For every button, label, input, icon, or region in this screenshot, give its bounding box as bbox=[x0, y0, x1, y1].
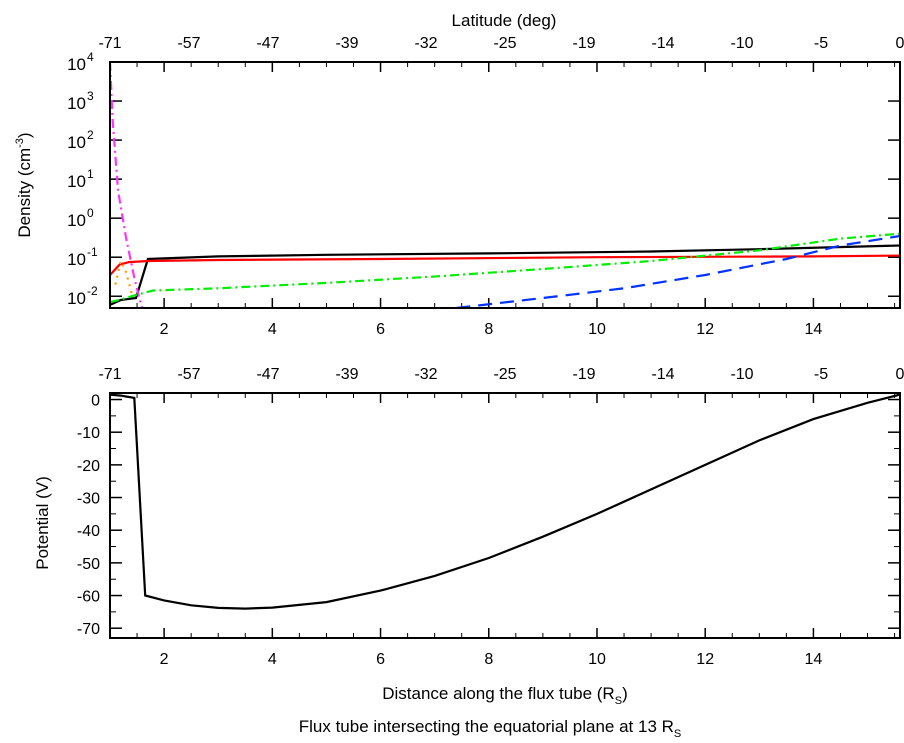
y-tick-label-exponent: 4 bbox=[87, 50, 94, 64]
potential-latitude-tick-labels: -71 -57 -47 -39 -32 -25 -19 -14 -10 -5 0 bbox=[98, 366, 904, 383]
latitude-tick-label: -19 bbox=[572, 35, 595, 52]
distance-axis-title-text: Distance along the flux tube (R bbox=[382, 684, 614, 703]
x-tick-label: 8 bbox=[484, 651, 493, 668]
density-series-lines bbox=[110, 62, 900, 308]
density-plot-frame bbox=[109, 61, 901, 309]
latitude-tick-label: -32 bbox=[414, 35, 437, 52]
latitude-tick-label: 0 bbox=[896, 366, 904, 383]
y-tick-label: -70 bbox=[77, 621, 100, 638]
latitude-tick-label: -39 bbox=[335, 366, 358, 383]
latitude-tick-label: -57 bbox=[177, 35, 200, 52]
y-tick-label: -50 bbox=[77, 556, 100, 573]
y-tick-label: 0 bbox=[91, 393, 100, 410]
latitude-tick-label: -19 bbox=[572, 366, 595, 383]
distance-axis-title-close: ) bbox=[622, 684, 628, 703]
potential-panel: -71 -57 -47 -39 -32 -25 -19 -14 -10 -5 0 0-10-20-3… bbox=[33, 366, 904, 740]
density-axis-title-close: ) bbox=[15, 132, 34, 138]
latitude-tick-label: -39 bbox=[335, 35, 358, 52]
x-tick-label: 14 bbox=[805, 321, 823, 338]
y-tick-label: 10 bbox=[67, 250, 86, 269]
latitude-tick-label: -25 bbox=[493, 35, 516, 52]
latitude-tick-label: -5 bbox=[814, 366, 828, 383]
series-line-0 bbox=[110, 393, 900, 610]
x-tick-label: 12 bbox=[696, 321, 714, 338]
x-tick-label: 6 bbox=[376, 321, 385, 338]
y-tick-label: -60 bbox=[77, 589, 100, 606]
y-tick-label-exponent: 2 bbox=[87, 128, 94, 142]
y-tick-label: 10 bbox=[67, 172, 86, 191]
y-tick-label-exponent: -2 bbox=[87, 284, 98, 298]
y-tick-label-base: 10 bbox=[67, 211, 86, 230]
potential-axis-ticks bbox=[110, 393, 900, 638]
latitude-tick-label: -32 bbox=[414, 366, 437, 383]
y-tick-label-base: 10 bbox=[67, 133, 86, 152]
distance-axis-title-subscript: S bbox=[615, 695, 622, 707]
x-tick-label: 8 bbox=[484, 321, 493, 338]
y-tick-label-base: 10 bbox=[67, 250, 86, 269]
y-tick-label: -20 bbox=[77, 458, 100, 475]
latitude-tick-label: -5 bbox=[814, 35, 828, 52]
latitude-tick-label: -57 bbox=[177, 366, 200, 383]
latitude-tick-label: -71 bbox=[98, 366, 121, 383]
y-tick-label-base: 10 bbox=[67, 55, 86, 74]
series-line-2 bbox=[110, 232, 900, 304]
y-tick-label: 10 bbox=[67, 133, 86, 152]
latitude-tick-label: -71 bbox=[98, 35, 121, 52]
latitude-tick-label: -47 bbox=[256, 366, 279, 383]
x-tick-label: 10 bbox=[588, 651, 606, 668]
density-axis-title-text: Density (cm bbox=[15, 148, 34, 238]
y-tick-label: -30 bbox=[77, 491, 100, 508]
latitude-tick-label: -25 bbox=[493, 366, 516, 383]
potential-series-lines bbox=[110, 393, 900, 610]
y-tick-label-base: 10 bbox=[67, 289, 86, 308]
y-tick-label-exponent: 0 bbox=[87, 206, 94, 220]
y-tick-label: 10 bbox=[67, 289, 86, 308]
density-x-tick-labels: 2 4 6 8 10 12 14 bbox=[160, 321, 823, 338]
x-tick-label: 2 bbox=[160, 321, 169, 338]
figure-caption: Flux tube intersecting the equatorial pl… bbox=[299, 717, 682, 740]
density-axis-title: Density (cm-3) bbox=[14, 132, 34, 237]
y-tick-label: -10 bbox=[77, 425, 100, 442]
y-tick-label: 10 bbox=[67, 211, 86, 230]
y-tick-label-exponent: 1 bbox=[87, 167, 94, 181]
y-tick-label-base: 10 bbox=[67, 94, 86, 113]
series-line-4 bbox=[110, 62, 144, 308]
y-tick-label: 10 bbox=[67, 55, 86, 74]
latitude-tick-label: -14 bbox=[651, 35, 674, 52]
figure-caption-text: Flux tube intersecting the equatorial pl… bbox=[299, 717, 674, 736]
latitude-axis-title: Latitude (deg) bbox=[452, 11, 557, 30]
x-tick-label: 2 bbox=[160, 651, 169, 668]
x-tick-label: 4 bbox=[268, 321, 277, 338]
y-tick-label: 10 bbox=[67, 94, 86, 113]
series-line-0 bbox=[110, 244, 900, 306]
potential-y-tick-labels: 0 -10 -20 -30 -40 -50 -60 -70 bbox=[77, 393, 100, 639]
density-panel: Latitude (deg) -71 -57 -47 -39 -32 -25 -19 -14-… bbox=[14, 11, 904, 338]
latitude-tick-label: -10 bbox=[730, 366, 753, 383]
x-tick-label: 10 bbox=[588, 321, 606, 338]
y-tick-label: -40 bbox=[77, 523, 100, 540]
potential-axis-title: Potential (V) bbox=[33, 476, 52, 570]
series-line-1 bbox=[110, 254, 900, 276]
density-axis-title-exponent: -3 bbox=[14, 138, 26, 148]
y-tick-label-base: 10 bbox=[67, 172, 86, 191]
density-latitude-tick-labels: -71 -57 -47 -39 -32 -25 -19 -14 -10 -5 0 bbox=[98, 35, 904, 52]
distance-axis-title: Distance along the flux tube (RS) bbox=[382, 684, 627, 707]
latitude-tick-label: -47 bbox=[256, 35, 279, 52]
y-tick-label-exponent: -1 bbox=[87, 245, 98, 259]
x-tick-label: 4 bbox=[268, 651, 277, 668]
latitude-tick-label: -14 bbox=[651, 366, 674, 383]
density-axis-ticks bbox=[110, 61, 900, 308]
latitude-tick-label: -10 bbox=[730, 35, 753, 52]
latitude-tick-label: 0 bbox=[896, 35, 904, 52]
x-tick-label: 6 bbox=[376, 651, 385, 668]
figure-caption-subscript: S bbox=[674, 728, 681, 740]
potential-plot-frame bbox=[109, 392, 901, 639]
x-tick-label: 12 bbox=[696, 651, 714, 668]
potential-x-tick-labels: 2 4 6 8 10 12 14 bbox=[160, 651, 823, 668]
x-tick-label: 14 bbox=[805, 651, 823, 668]
series-line-3 bbox=[456, 234, 900, 308]
y-tick-label-exponent: 3 bbox=[87, 89, 94, 103]
